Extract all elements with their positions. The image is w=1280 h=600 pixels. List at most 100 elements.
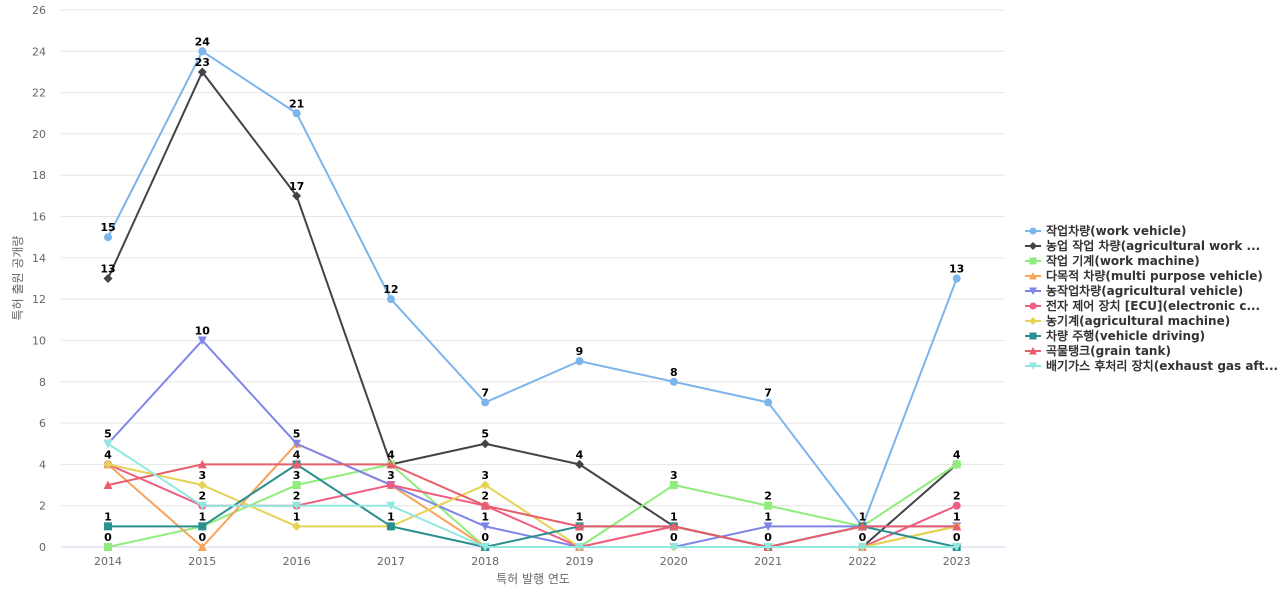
data-label: 0 xyxy=(104,531,112,544)
marker xyxy=(857,543,867,552)
marker xyxy=(292,501,302,511)
marker xyxy=(764,501,773,510)
marker xyxy=(292,109,301,118)
marker xyxy=(764,398,773,407)
marker xyxy=(952,460,961,469)
legend-label: 다목적 차량(multi purpose vehicle) xyxy=(1046,268,1263,283)
series-layer xyxy=(103,47,962,552)
marker xyxy=(669,521,679,531)
data-label: 4 xyxy=(104,448,112,461)
marker xyxy=(1029,302,1037,310)
x-tick-label: 2016 xyxy=(283,555,311,568)
data-label: 7 xyxy=(764,386,772,399)
marker xyxy=(763,543,773,552)
marker xyxy=(292,481,301,490)
data-label: 5 xyxy=(104,428,112,441)
legend-label: 작업 기계(work machine) xyxy=(1046,253,1200,268)
data-label: 2 xyxy=(764,490,772,503)
marker xyxy=(386,459,396,469)
data-label: 0 xyxy=(953,531,961,544)
marker xyxy=(1029,272,1037,280)
y-tick-label: 16 xyxy=(32,211,46,224)
series-line xyxy=(107,463,957,548)
marker xyxy=(198,47,207,56)
data-label: 1 xyxy=(576,510,584,523)
marker xyxy=(1029,332,1037,340)
series-8 xyxy=(103,459,962,551)
legend-item: 농기계(agricultural machine) xyxy=(1025,313,1230,328)
data-label: 1 xyxy=(670,510,678,523)
marker xyxy=(1029,362,1037,370)
marker xyxy=(857,521,867,531)
x-tick-label: 2015 xyxy=(188,555,216,568)
marker xyxy=(480,522,490,531)
x-tick-label: 2019 xyxy=(566,555,594,568)
x-tick-label: 2020 xyxy=(660,555,688,568)
y-tick-label: 22 xyxy=(32,87,46,100)
data-label: 13 xyxy=(949,263,964,276)
y-tick-label: 0 xyxy=(39,541,46,554)
marker xyxy=(480,501,490,510)
data-label: 9 xyxy=(576,345,584,358)
data-label: 1 xyxy=(293,510,301,523)
marker xyxy=(669,543,679,552)
marker xyxy=(197,480,207,490)
x-axis-title: 특허 발행 연도 xyxy=(496,571,570,586)
y-tick-label: 2 xyxy=(39,500,46,513)
data-label: 2 xyxy=(953,490,961,503)
marker xyxy=(197,67,207,77)
series-line xyxy=(107,442,957,548)
legend-item: 다목적 차량(multi purpose vehicle) xyxy=(1025,268,1263,283)
legend-label: 전자 제어 장치 [ECU](electronic c... xyxy=(1046,298,1260,313)
data-label: 21 xyxy=(289,97,304,110)
data-label: 5 xyxy=(481,428,489,441)
marker xyxy=(575,459,584,469)
data-label: 2 xyxy=(481,490,489,503)
legend-item: 작업차량(work vehicle) xyxy=(1025,223,1187,238)
legend-item: 농작업차량(agricultural vehicle) xyxy=(1025,283,1243,298)
legend-item: 작업 기계(work machine) xyxy=(1025,253,1200,268)
marker xyxy=(952,543,962,552)
marker xyxy=(952,501,961,510)
y-tick-label: 8 xyxy=(39,376,46,389)
marker xyxy=(1029,347,1037,355)
marker xyxy=(103,439,113,449)
legend-item: 차량 주행(vehicle driving) xyxy=(1025,328,1205,343)
marker xyxy=(103,480,113,490)
data-label: 24 xyxy=(195,35,211,48)
marker xyxy=(292,191,302,201)
data-label: 1 xyxy=(198,510,206,523)
series-line xyxy=(107,70,958,548)
x-tick-label: 2021 xyxy=(754,555,782,568)
y-tick-label: 12 xyxy=(32,293,46,306)
data-label: 3 xyxy=(198,469,206,482)
marker xyxy=(575,357,584,366)
marker xyxy=(1029,227,1037,235)
data-label: 2 xyxy=(198,490,206,503)
x-tick-label: 2022 xyxy=(848,555,876,568)
marker xyxy=(386,501,396,511)
series-1 xyxy=(103,67,962,552)
data-label: 5 xyxy=(293,428,301,441)
legend-label: 차량 주행(vehicle driving) xyxy=(1046,328,1205,343)
data-label: 13 xyxy=(100,263,115,276)
data-label: 2 xyxy=(293,490,301,503)
y-tick-label: 14 xyxy=(32,252,46,265)
data-label: 23 xyxy=(195,56,210,69)
marker xyxy=(386,295,395,304)
legend-label: 배기가스 후처리 장치(exhaust gas aft... xyxy=(1046,358,1278,373)
marker xyxy=(1029,242,1037,250)
marker xyxy=(952,521,962,531)
legend-item: 배기가스 후처리 장치(exhaust gas aft... xyxy=(1025,358,1278,373)
marker xyxy=(480,543,490,552)
series-0 xyxy=(104,47,961,531)
marker xyxy=(104,233,112,242)
legend: 작업차량(work vehicle)농업 작업 차량(agricultural … xyxy=(1025,223,1278,373)
marker xyxy=(197,542,207,551)
data-label: 4 xyxy=(387,448,395,461)
y-tick-label: 24 xyxy=(32,45,46,58)
